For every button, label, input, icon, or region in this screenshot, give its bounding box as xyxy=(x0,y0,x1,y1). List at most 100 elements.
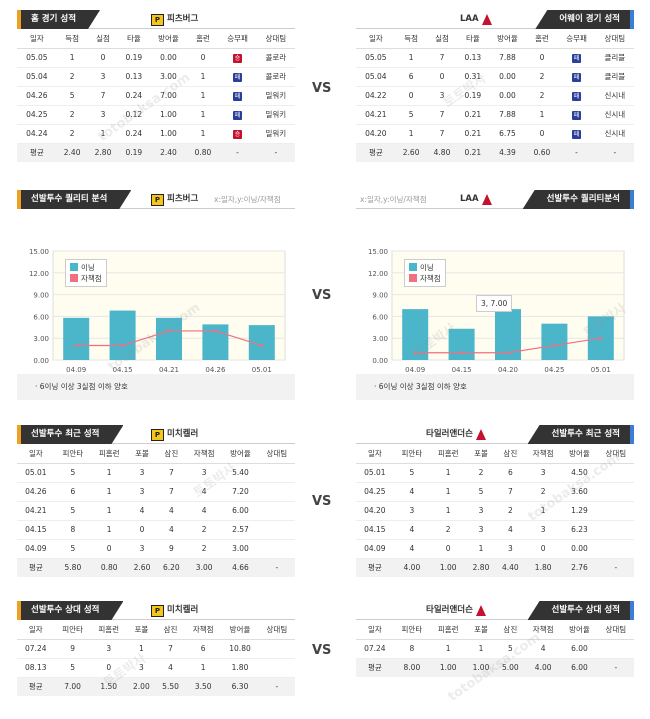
average-cell: - xyxy=(597,558,634,577)
quality-right-legend: 이닝 자책점 xyxy=(404,259,446,287)
average-cell: 3.50 xyxy=(185,677,222,696)
table-cell: 신시내 xyxy=(595,86,634,106)
y-tick-label: 12.00 xyxy=(368,270,388,278)
table-cell: 4 xyxy=(155,658,186,678)
vs-right-pitcher: 타일러앤더슨 xyxy=(426,605,473,615)
table-cell: 4 xyxy=(156,520,186,540)
average-row: 평균 7.00 1.50 2.00 5.50 3.50 6.30- xyxy=(17,677,295,696)
average-cell: 3.00 xyxy=(185,558,223,577)
average-cell: - xyxy=(218,143,257,162)
result-badge: 패 xyxy=(572,53,582,63)
column-header: 승무패 xyxy=(557,29,596,49)
table-cell: 1.00 xyxy=(149,124,188,144)
x-tick-label: 04.25 xyxy=(544,366,564,374)
table-cell: 1 xyxy=(185,658,222,678)
quality-left-tab: 선발투수 퀄리티 분석 xyxy=(17,190,131,209)
table-cell: 0 xyxy=(524,539,562,559)
table-cell: 2 xyxy=(430,520,467,540)
table-cell xyxy=(597,539,634,559)
column-header: 자책점 xyxy=(524,620,562,640)
quality-right-team-name: LAA xyxy=(460,194,479,204)
table-row: 05.04 2 3 0.13 3.00 1 패 콜로라 xyxy=(17,67,295,87)
table-cell: 0 xyxy=(426,67,458,87)
table-cell: 3 xyxy=(524,520,562,540)
table-cell: 5.40 xyxy=(222,463,259,483)
result-cell: 패 xyxy=(557,105,596,125)
table-cell: 3 xyxy=(524,463,562,483)
table-cell: 2 xyxy=(185,539,223,559)
table-row: 04.09 5 0 3 9 2 3.00 xyxy=(17,539,295,559)
average-row: 평균 2.40 2.80 0.19 2.40 0.80- - xyxy=(17,143,295,162)
vs-right-panel: 타일러앤더슨 선발투수 상대 성적 일자 피안타 피홈런 포볼 삼진 자책점 방어율 상대팀 0… xyxy=(356,601,634,677)
average-cell: 2.80 xyxy=(466,558,496,577)
table-cell xyxy=(258,482,295,502)
table-cell: 3 xyxy=(393,501,431,521)
table-cell: 9 xyxy=(156,539,186,559)
table-cell: 0 xyxy=(395,86,427,106)
table-cell: 1 xyxy=(87,124,119,144)
vs-right-team: 타일러앤더슨 xyxy=(426,604,486,617)
bar-innings xyxy=(156,317,182,360)
table-row: 05.05 1 7 0.13 7.88 0 패 클리블 xyxy=(356,48,634,68)
column-header: 피안타 xyxy=(54,444,92,464)
table-cell: 7 xyxy=(426,124,458,144)
bar-innings xyxy=(109,310,136,360)
table-cell: 7 xyxy=(87,86,119,106)
y-tick-label: 3.00 xyxy=(372,335,388,343)
result-cell: 패 xyxy=(557,67,596,87)
home-record-table: 일자 득점 실점 타율 방어율 홈런 승무패 상대팀 05.05 1 0 0.19 0.00 0 승 콜로라 0… xyxy=(17,29,295,162)
table-cell xyxy=(258,639,295,659)
average-cell: 6.00 xyxy=(561,658,598,677)
average-cell: 0.21 xyxy=(457,143,489,162)
point-earned-runs xyxy=(213,329,217,333)
table-cell: 7.00 xyxy=(149,86,188,106)
table-cell: 05.04 xyxy=(356,67,396,87)
recent-right-tab: 선발투수 최근 성적 xyxy=(527,425,634,444)
result-cell: 승 xyxy=(218,124,257,144)
average-cell: 4.80 xyxy=(426,143,458,162)
average-cell: 2.80 xyxy=(87,143,119,162)
table-cell: 1 xyxy=(395,124,427,144)
y-tick-label: 9.00 xyxy=(33,292,49,300)
table-cell: 신시내 xyxy=(595,124,634,144)
quality-left-panel: 선발투수 퀄리티 분석 P 피츠버그 x:일자,y:이닝/자책점 15.00 12… xyxy=(17,190,295,400)
table-cell: 1 xyxy=(56,48,88,68)
recent-right-table: 일자 피안타 피홈런 포볼 삼진 자책점 방어율 상대팀 05.01 5 1 2 6 3 4.50 04.25… xyxy=(356,444,634,577)
table-row: 04.22 0 3 0.19 0.00 2 패 신시내 xyxy=(356,86,634,106)
table-cell: 0.31 xyxy=(457,67,489,87)
chart-tooltip: 3, 7.00 xyxy=(476,295,513,312)
table-cell: 3 xyxy=(466,501,496,521)
table-cell: 7.20 xyxy=(222,482,259,502)
table-cell: 0.00 xyxy=(561,539,598,559)
away-team-name: LAA xyxy=(460,14,479,24)
average-cell: - xyxy=(258,677,295,696)
table-cell: 04.26 xyxy=(17,482,55,502)
table-cell: 4 xyxy=(156,501,186,521)
result-badge: 패 xyxy=(233,110,243,120)
average-cell: 평균 xyxy=(356,558,394,577)
table-cell: 0.13 xyxy=(457,48,489,68)
table-cell: 3 xyxy=(495,539,525,559)
table-cell: 3 xyxy=(127,539,157,559)
column-header: 자책점 xyxy=(524,444,562,464)
vs-right-table: 일자 피안타 피홈런 포볼 삼진 자책점 방어율 상대팀 07.24 8 1 1 5 4 6.00 평균 8.0… xyxy=(356,620,634,677)
x-tick-label: 04.21 xyxy=(159,366,179,374)
result-cell: 승 xyxy=(218,48,257,68)
recent-left-panel: 선발투수 최근 성적 P 미치켈러 일자 피안타 피홈런 포볼 삼진 자책점 방어율 상대팀 0… xyxy=(17,425,295,577)
average-cell: 7.00 xyxy=(54,677,91,696)
result-badge: 패 xyxy=(572,91,582,101)
angels-logo-icon xyxy=(481,194,492,205)
result-badge: 승 xyxy=(233,129,243,139)
table-cell xyxy=(597,639,634,659)
table-cell: 0 xyxy=(91,539,128,559)
table-cell: 5 xyxy=(466,482,496,502)
column-header: 일자 xyxy=(356,29,396,49)
quality-right-panel: x:일자,y:이닝/자책점 LAA 선발투수 퀄리티분석 15.00 12.00 9… xyxy=(356,190,634,400)
table-cell: 04.25 xyxy=(17,105,57,125)
away-record-tab: 어웨이 경기 성적 xyxy=(535,10,634,29)
quality-right-note: · 6이닝 이상 3실점 이하 양호 xyxy=(356,374,634,400)
legend-line-swatch xyxy=(70,274,78,282)
home-record-panel: 홈 경기 성적 P 피츠버그 일자 득점 실점 타율 방어율 홈런 승무패 상대팀 05.05 1… xyxy=(17,10,295,162)
point-earned-runs xyxy=(413,351,417,355)
average-cell: 5.80 xyxy=(54,558,92,577)
